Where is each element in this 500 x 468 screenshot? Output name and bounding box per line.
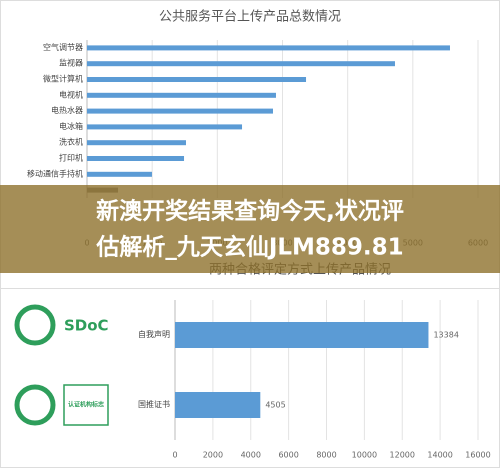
value-label: 4505 — [265, 401, 285, 410]
bar — [87, 171, 152, 177]
y-tick-label: 电热水器 — [51, 105, 83, 115]
value-label: 13384 — [433, 331, 458, 340]
overlay-text: 估解析_九天玄仙JLM889.81 — [95, 234, 403, 261]
bar — [87, 140, 186, 146]
bar — [87, 124, 243, 130]
logo-text: SDoC — [64, 317, 109, 335]
sdoc-logo: SDoC — [14, 304, 109, 346]
bar — [87, 156, 185, 161]
y-tick-label: 电冰箱 — [59, 121, 83, 131]
bar — [87, 77, 307, 82]
bar — [175, 322, 429, 348]
chart-title: 公共服务平台上传产品总数情况 — [159, 9, 341, 25]
x-tick-label: 8000 — [316, 451, 336, 460]
logo-ring — [14, 384, 56, 426]
logo-text: 认证机构标志 — [68, 401, 104, 409]
x-tick-label: 14000 — [427, 451, 452, 460]
y-tick-label: 国推证书 — [138, 399, 170, 409]
overlay-banner — [0, 185, 500, 273]
y-tick-label: 监视器 — [59, 58, 83, 68]
y-tick-label: 打印机 — [59, 153, 83, 163]
bar — [87, 61, 395, 67]
bar — [87, 108, 273, 114]
y-tick-label: 自我声明 — [138, 329, 170, 339]
logo-ring — [14, 304, 56, 346]
y-tick-label: 微型计算机 — [43, 74, 83, 84]
x-tick-label: 16000 — [465, 451, 490, 460]
x-tick-label: 4000 — [241, 451, 261, 460]
x-tick-label: 2000 — [203, 451, 223, 460]
x-tick-label: 12000 — [390, 451, 415, 460]
bar — [175, 392, 261, 418]
y-tick-label: 空气调节器 — [43, 42, 83, 52]
y-tick-label: 移动通信手持机 — [27, 168, 83, 178]
y-tick-label: 洗衣机 — [59, 137, 83, 147]
x-tick-label: 6000 — [278, 451, 298, 460]
x-tick-label: 10000 — [352, 451, 377, 460]
overlay-text: 新澳开奖结果查询今天,状况评 — [96, 198, 404, 225]
logo-box — [63, 384, 109, 426]
cert-logo: 认证机构标志 — [14, 384, 109, 426]
x-tick-label: 0 — [172, 451, 177, 460]
y-tick-label: 电视机 — [59, 89, 83, 99]
bar — [87, 45, 450, 51]
bar — [87, 92, 276, 98]
